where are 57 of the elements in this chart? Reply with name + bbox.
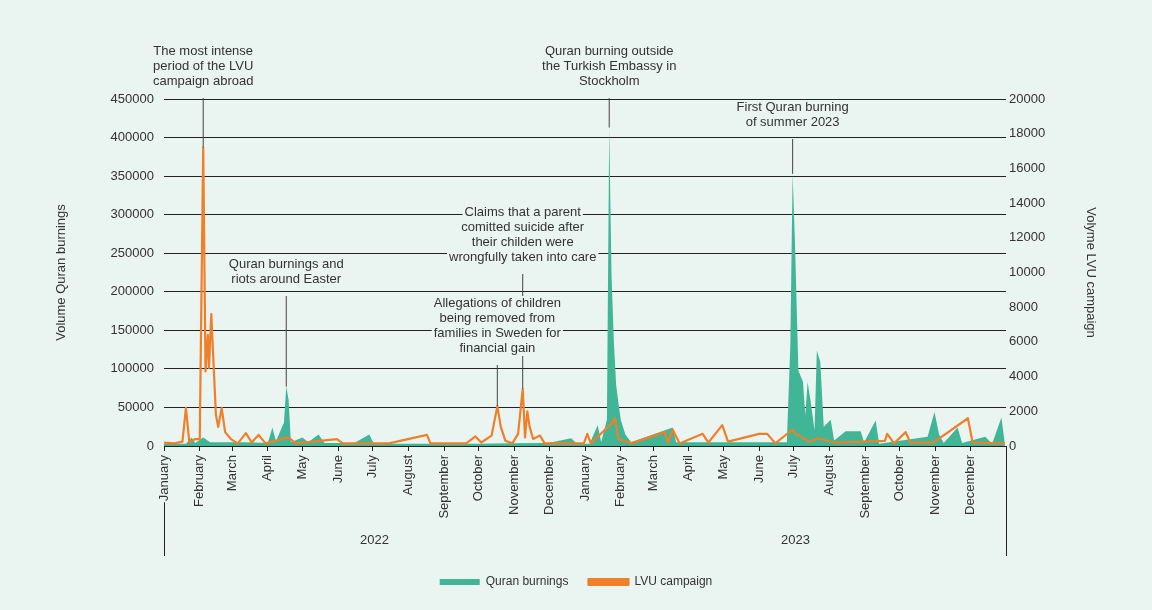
y2-tick-label: 0	[1009, 437, 1017, 453]
x-tick-label: November	[927, 454, 943, 515]
x-tick-label: April	[259, 454, 275, 482]
x-tick-label: April	[680, 454, 696, 482]
y2-tick-label: 4000	[1009, 368, 1038, 384]
x-tick-label: January	[576, 454, 592, 502]
y-tick-label: 150000	[110, 321, 154, 337]
y-tick-label: 100000	[110, 360, 154, 376]
y-tick-label: 250000	[110, 244, 154, 260]
y-tick-label: 0	[146, 437, 154, 453]
annotation: Quran burnings and riots around Easter	[228, 256, 344, 287]
x-tick-label: December	[540, 454, 556, 515]
x-tick-label: December	[961, 454, 977, 515]
y2-axis-title: Volyme LVU campaign	[1083, 207, 1099, 338]
annotation: Quran burning outside the Turkish Embassy in Stockholm	[542, 43, 677, 89]
x-tick-label: May	[293, 454, 309, 480]
y2-tick-label: 6000	[1009, 333, 1038, 349]
text: 2022	[360, 532, 389, 548]
annotation: First Quran burning of summer 2023	[736, 99, 849, 130]
x-tick-label: November	[506, 454, 522, 515]
x-tick-label: June	[750, 455, 766, 484]
annotation: Claims that a parent comitted suicide after their childen were wrongfully taken into care	[448, 204, 597, 265]
y-tick-label: 350000	[110, 167, 154, 183]
y-axis-title: Volume Quran burnings	[53, 203, 69, 341]
x-tick-label: March	[644, 455, 660, 492]
x-tick-label: August	[400, 454, 416, 496]
x-tick-label: August	[821, 454, 837, 496]
x-tick-label: September	[856, 454, 872, 519]
annotation: The most intense period of the LVU campaign abroad	[152, 43, 254, 89]
x-tick-label: July	[785, 454, 801, 479]
x-tick-label: May	[714, 454, 730, 480]
y2-tick-label: 16000	[1009, 159, 1046, 175]
x-tick-label: June	[329, 455, 345, 484]
x-tick-label: July	[364, 454, 380, 479]
y2-tick-label: 18000	[1009, 125, 1046, 141]
y-tick-label: 50000	[117, 399, 154, 415]
y-tick-label: 200000	[110, 283, 154, 299]
legend-label: Quran burnings	[485, 574, 569, 589]
annotation: Allegations of children being removed from families in Sweden for financial gain	[433, 295, 562, 356]
x-tick-label: September	[435, 454, 451, 519]
y-tick-label: 400000	[110, 129, 154, 145]
y2-tick-label: 2000	[1009, 402, 1038, 418]
x-tick-label: February	[612, 454, 628, 508]
y2-tick-label: 20000	[1009, 90, 1046, 106]
x-tick-label: March	[223, 455, 239, 492]
x-tick-label: October	[891, 454, 907, 502]
text: 2023	[781, 532, 810, 548]
y2-tick-label: 12000	[1009, 229, 1046, 245]
y2-tick-label: 10000	[1009, 264, 1046, 280]
x-tick-label: February	[191, 454, 207, 508]
x-tick-label: January	[155, 454, 171, 502]
y-tick-label: 300000	[110, 206, 154, 222]
x-tick-label: October	[470, 454, 486, 502]
y2-tick-label: 14000	[1009, 194, 1046, 210]
y-tick-label: 450000	[110, 90, 154, 106]
y2-tick-label: 8000	[1009, 298, 1038, 314]
legend-label: LVU campaign	[634, 574, 713, 589]
